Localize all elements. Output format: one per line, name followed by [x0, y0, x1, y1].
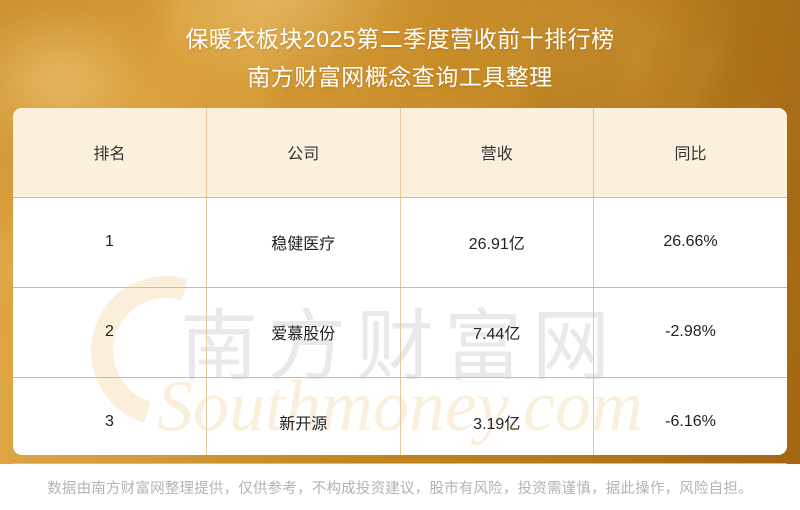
- column-header-yoy: 同比: [593, 108, 787, 198]
- cell-company: 稳健医疗: [206, 197, 401, 288]
- cell-revenue: 3.19亿: [400, 377, 594, 455]
- cell-rank: 2: [13, 287, 207, 378]
- footer-bar: 数据由南方财富网整理提供，仅供参考，不构成投资建议，股市有风险，投资需谨慎，据此…: [0, 464, 800, 510]
- table-bottom-rule: [13, 463, 787, 464]
- table-row: 1 稳健医疗 26.91亿 26.66%: [13, 197, 787, 288]
- column-header-rank: 排名: [13, 108, 207, 198]
- cell-yoy: -2.98%: [593, 287, 787, 378]
- table-body: 1 稳健医疗 26.91亿 26.66% 2 爱慕股份 7.44亿 -2.98%…: [13, 197, 787, 455]
- column-header-company: 公司: [206, 108, 401, 198]
- cell-revenue: 26.91亿: [400, 197, 594, 288]
- page-title-line-2: 南方财富网概念查询工具整理: [247, 64, 553, 90]
- cell-company: 新开源: [206, 377, 401, 455]
- cell-yoy: 26.66%: [593, 197, 787, 288]
- ranking-table: 排名 公司 营收 同比 1 稳健医疗 26.91亿 26.66% 2 爱慕股份 …: [13, 108, 787, 455]
- column-header-revenue: 营收: [400, 108, 594, 198]
- cell-company: 爱慕股份: [206, 287, 401, 378]
- table-header: 排名 公司 营收 同比: [13, 108, 787, 198]
- cell-revenue: 7.44亿: [400, 287, 594, 378]
- title-block: 保暖衣板块2025第二季度营收前十排行榜 南方财富网概念查询工具整理: [0, 20, 800, 96]
- cell-yoy: -6.16%: [665, 413, 716, 431]
- table-header-row: 排名 公司 营收 同比: [13, 108, 787, 198]
- cell-rank: 3: [13, 377, 207, 455]
- ranking-table-card: 南方财富网 Southmoney.com 排名 公司 营收 同比 1 稳健医疗 …: [13, 108, 787, 455]
- table-row: 3 新开源 3.19亿 -6.16%: [13, 377, 787, 455]
- page-title-line-1: 保暖衣板块2025第二季度营收前十排行榜: [185, 26, 615, 52]
- disclaimer-text: 数据由南方财富网整理提供，仅供参考，不构成投资建议，股市有风险，投资需谨慎，据此…: [47, 480, 753, 497]
- table-row: 2 爱慕股份 7.44亿 -2.98%: [13, 287, 787, 378]
- cell-rank: 1: [13, 197, 207, 288]
